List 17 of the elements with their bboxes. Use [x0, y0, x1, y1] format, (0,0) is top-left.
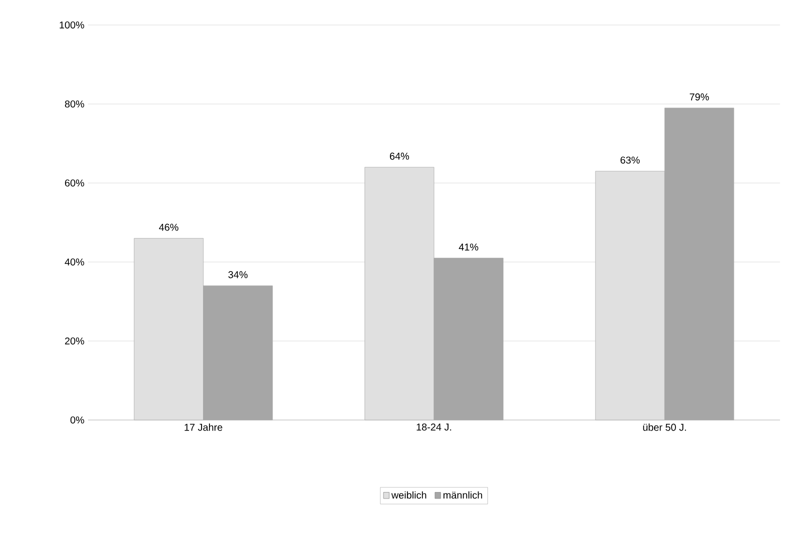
y-tick-label: 60% [65, 179, 84, 187]
data-label: 63% [620, 156, 640, 164]
data-label: 79% [690, 93, 709, 100]
legend-label: männlich [443, 491, 482, 499]
y-tick-label: 0% [70, 416, 84, 424]
data-label: 64% [390, 152, 410, 160]
y-tick-label: 100% [60, 21, 84, 29]
x-tick-label: 18-24 J. [416, 424, 452, 431]
data-label: 41% [458, 244, 478, 251]
legend-label: weiblich [391, 491, 426, 499]
y-tick-label: 20% [65, 337, 84, 345]
y-tick-label: 80% [64, 100, 84, 108]
x-tick-label: 17 Jahre [184, 424, 222, 431]
x-tick-label: über 50 J. [643, 424, 686, 431]
data-label: 34% [228, 271, 248, 278]
y-tick-label: 40% [64, 258, 84, 266]
data-label: 46% [159, 224, 178, 231]
